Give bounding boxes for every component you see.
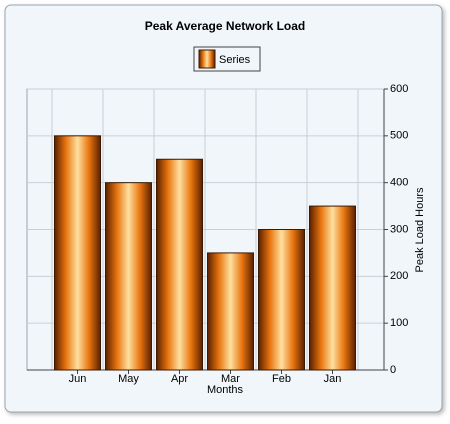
- legend-label: Series: [219, 54, 251, 66]
- legend-swatch: [198, 49, 216, 69]
- x-tick-label: Jan: [324, 373, 342, 385]
- y-tick-label: 200: [390, 270, 408, 282]
- y-axis-label: Peak Load Hours: [414, 187, 426, 272]
- x-tick-label: Jun: [69, 373, 87, 385]
- y-tick-label: 100: [390, 317, 408, 329]
- bar: [156, 158, 203, 371]
- x-tick-label: May: [118, 373, 139, 385]
- y-tick-label: 400: [390, 177, 408, 189]
- bar: [54, 135, 101, 371]
- bar: [309, 205, 356, 371]
- y-tick-label: 300: [390, 223, 408, 235]
- x-axis-label: Months: [207, 384, 244, 396]
- y-tick-label: 500: [390, 130, 408, 142]
- x-tick-label: Apr: [171, 373, 188, 385]
- bar: [105, 182, 152, 371]
- y-tick-label: 0: [390, 364, 396, 376]
- bar: [258, 229, 305, 371]
- chart-title: Peak Average Network Load: [145, 19, 306, 33]
- x-tick-label: Mar: [221, 373, 240, 385]
- x-tick-label: Feb: [272, 373, 291, 385]
- bar: [207, 252, 254, 371]
- y-tick-label: 600: [390, 83, 408, 95]
